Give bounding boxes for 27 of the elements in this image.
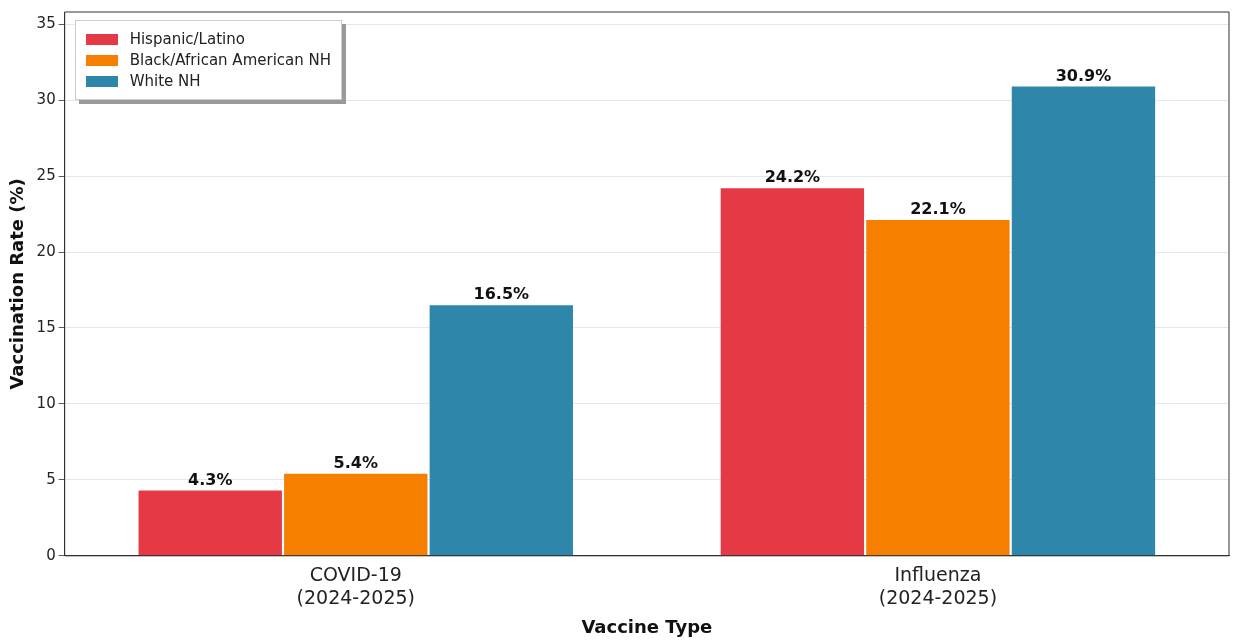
data-label: 30.9% xyxy=(1055,65,1112,85)
legend-label: Black/African American NH xyxy=(129,51,332,69)
bar xyxy=(429,305,573,556)
y-axis-title: Vaccination Rate (%) xyxy=(6,178,28,390)
y-tick-label: 10 xyxy=(36,393,56,412)
data-label: 16.5% xyxy=(473,284,530,304)
bar xyxy=(138,490,282,556)
data-label: 5.4% xyxy=(333,452,378,472)
x-axis-title: Vaccine Type xyxy=(581,615,713,637)
legend-label: Hispanic/Latino xyxy=(129,30,245,48)
y-tick-label: 30 xyxy=(36,89,56,108)
x-tick-label: Influenza (2024-2025) xyxy=(878,563,998,608)
y-tick-label: 20 xyxy=(36,241,56,260)
y-tick-label: 35 xyxy=(36,14,56,33)
y-tick-label: 0 xyxy=(46,545,56,564)
x-tick-label: COVID-19 (2024-2025) xyxy=(296,563,415,608)
data-label: 22.1% xyxy=(910,199,966,219)
bar xyxy=(866,220,1010,556)
bar xyxy=(284,473,428,556)
data-label: 24.2% xyxy=(764,167,821,187)
y-tick-label: 25 xyxy=(36,165,56,184)
data-label: 4.3% xyxy=(188,469,233,489)
bar xyxy=(720,188,865,556)
legend-label: White NH xyxy=(129,72,201,90)
bar xyxy=(1011,86,1156,556)
y-tick-label: 5 xyxy=(46,469,56,488)
y-tick-label: 15 xyxy=(36,317,56,336)
